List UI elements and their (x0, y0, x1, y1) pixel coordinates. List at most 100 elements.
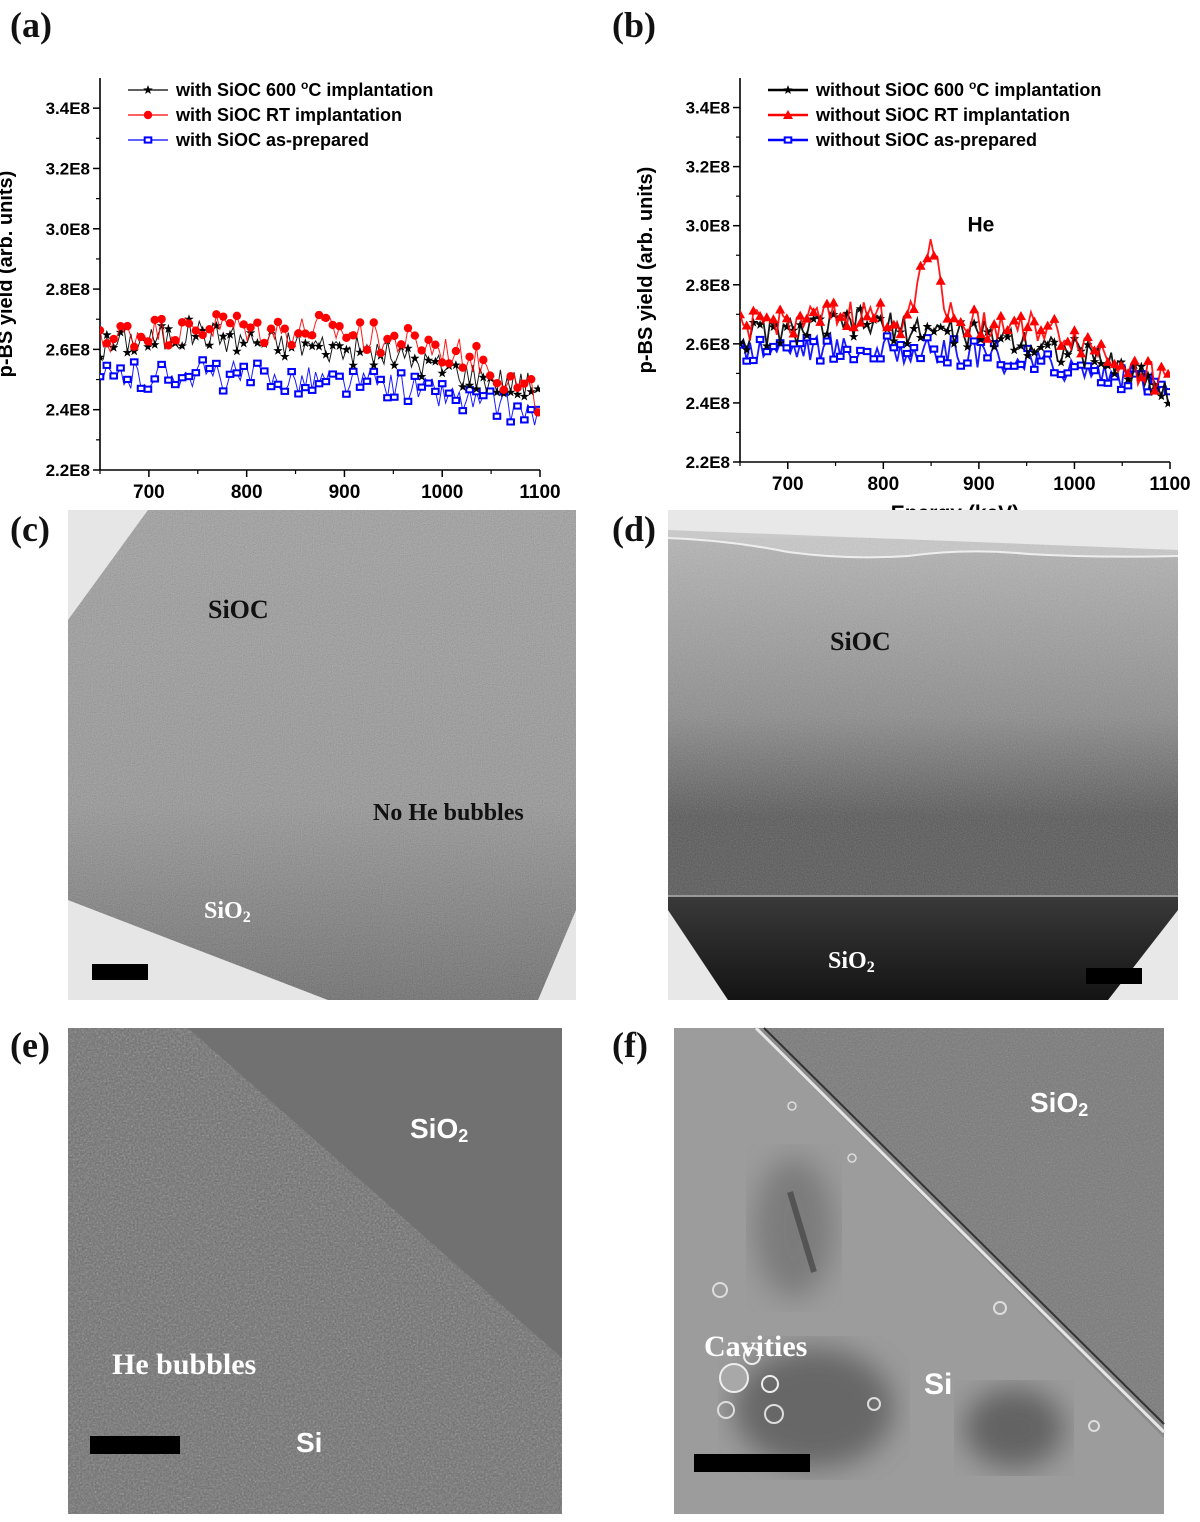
data-point-b-1 (1016, 341, 1026, 351)
data-point-b-3 (1063, 369, 1073, 377)
data-point-b-2 (955, 316, 966, 326)
data-point-b-2 (1056, 340, 1067, 350)
data-point-a-1 (334, 340, 345, 350)
data-point-b-3 (1016, 360, 1026, 369)
data-point-a-1 (191, 331, 201, 341)
tem-image-d: SiOC SiO2 (668, 510, 1178, 1000)
data-point-a-3 (177, 374, 187, 382)
data-point-b-2 (1163, 368, 1170, 378)
legend-item-b-1: without SiOC 600 oC implantation (768, 78, 1101, 100)
data-point-a-2 (294, 329, 303, 338)
data-point-b-2 (875, 297, 886, 307)
data-point-b-3 (936, 355, 945, 363)
data-point-b-1 (962, 342, 973, 351)
data-point-a-2 (266, 324, 276, 333)
legend-text-part: with SiOC as-prepared (175, 130, 369, 150)
data-point-b-1 (915, 332, 926, 342)
scale-bar-f (694, 1454, 810, 1472)
data-point-a-3 (424, 379, 433, 387)
data-point-a-3 (492, 412, 502, 420)
label-sio2-d-main: SiO (828, 948, 867, 974)
data-point-b-3 (1070, 363, 1079, 371)
label-sio2-d-sub: 2 (867, 959, 875, 976)
data-point-b-1 (828, 309, 839, 319)
data-point-a-1 (321, 349, 331, 359)
data-point-a-3 (266, 383, 276, 391)
data-point-a-3 (307, 386, 317, 394)
data-point-a-3 (431, 387, 440, 395)
data-point-a-1 (478, 372, 488, 382)
data-point-a-2 (403, 323, 413, 333)
data-point-a-1 (512, 389, 523, 399)
label-sio2-d: SiO2 (828, 948, 875, 976)
data-point-a-2 (130, 342, 139, 351)
data-point-a-1 (355, 347, 365, 357)
data-point-a-2 (307, 331, 317, 340)
data-point-a-3 (102, 361, 112, 369)
data-point-b-1 (1009, 345, 1019, 355)
data-point-a-1 (232, 346, 242, 356)
data-point-b-3 (1090, 367, 1099, 375)
data-point-b-2 (969, 304, 980, 314)
data-point-a-2 (492, 379, 502, 388)
series-b-2 (740, 239, 1170, 395)
data-point-a-3 (205, 364, 214, 373)
data-point-b-1 (935, 322, 946, 332)
data-point-b-2 (1116, 360, 1127, 370)
data-point-a-3 (170, 380, 180, 389)
data-point-a-2 (376, 348, 385, 358)
data-point-b-1 (902, 338, 912, 348)
legend-label-a-2: with SiOC RT implantation (175, 105, 402, 125)
y-tick-label-b: 2.4E8 (686, 394, 730, 413)
data-point-b-1 (1002, 332, 1013, 341)
data-point-a-2 (177, 318, 187, 327)
data-point-b-2 (902, 309, 913, 319)
series-a-2 (100, 310, 540, 417)
data-point-b-2 (835, 311, 846, 321)
x-tick-label-a: 900 (329, 482, 361, 503)
data-point-a-1 (464, 380, 475, 390)
data-point-b-3 (782, 344, 792, 352)
data-point-b-2 (1015, 311, 1026, 321)
data-point-b-2 (1076, 348, 1087, 358)
data-point-b-3 (1050, 369, 1059, 377)
chart-b: 2.2E8 2.4E8 2.6E8 2.8E8 3.0E8 3.2E8 3.4E8 700 80… (635, 78, 1191, 510)
legend-text-part: o (969, 78, 976, 92)
legend-label-a-1: with SiOC 600 oC implantation (175, 78, 433, 100)
data-point-b-2 (795, 310, 806, 320)
data-point-a-3 (116, 364, 125, 372)
data-point-a-1 (273, 345, 283, 355)
label-he-bubbles: He bubbles (112, 1348, 256, 1381)
data-point-b-2 (855, 317, 866, 327)
data-point-b-1 (889, 336, 899, 345)
data-point-b-2 (761, 312, 772, 322)
data-point-a-2 (198, 330, 207, 340)
data-point-a-2 (485, 371, 495, 380)
label-sioc-d: SiOC (830, 627, 891, 656)
data-point-b-1 (842, 308, 852, 318)
data-point-b-3 (742, 357, 751, 365)
data-point-b-3 (769, 342, 778, 351)
data-point-b-1 (748, 317, 759, 327)
data-point-a-1 (218, 331, 228, 341)
legend-marker-a-2 (143, 110, 153, 120)
label-cavities: Cavities (704, 1330, 807, 1363)
data-point-a-1 (204, 340, 215, 350)
data-point-a-2 (100, 326, 105, 335)
legend-marker-a-3 (143, 136, 153, 144)
data-point-b-2 (775, 304, 786, 314)
data-point-b-1 (976, 334, 986, 344)
data-point-a-2 (451, 346, 461, 356)
data-point-a-3 (123, 375, 132, 383)
data-point-a-1 (471, 384, 482, 394)
data-point-b-1 (1036, 342, 1046, 352)
data-point-b-1 (1056, 357, 1066, 367)
data-point-a-2 (472, 341, 481, 351)
data-point-a-3 (100, 373, 105, 381)
data-point-a-2 (102, 339, 112, 348)
scale-bar-c (92, 964, 148, 980)
data-point-a-1 (314, 341, 324, 351)
data-point-a-2 (506, 372, 515, 381)
data-point-a-2 (396, 340, 406, 349)
panel-label-c: (c) (10, 509, 50, 549)
